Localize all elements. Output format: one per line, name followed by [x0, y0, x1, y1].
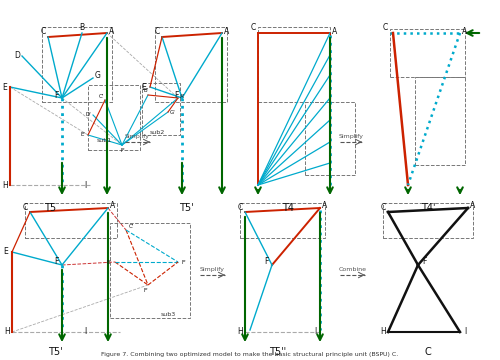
Text: Figure 7. Combining two optimized model to make the basic structural principle u: Figure 7. Combining two optimized model … [102, 352, 399, 357]
Text: I: I [464, 328, 466, 337]
Text: D': D' [85, 112, 91, 117]
Text: A: A [332, 27, 338, 36]
Text: E': E' [80, 132, 86, 138]
Text: A: A [322, 202, 328, 211]
Text: H: H [237, 328, 243, 337]
Text: C: C [238, 203, 242, 212]
Text: T5': T5' [48, 347, 62, 357]
Text: E': E' [106, 260, 112, 265]
Bar [383, 203, 473, 238]
Text: sub1: sub1 [96, 138, 112, 143]
Text: C: C [154, 27, 160, 36]
Text: sub3: sub3 [160, 311, 176, 316]
Bar [25, 203, 117, 238]
Text: C: C [250, 23, 256, 32]
Text: E: E [4, 248, 8, 256]
Text: T5': T5' [178, 203, 194, 213]
Text: H: H [2, 180, 8, 189]
Text: E: E [2, 82, 7, 91]
Text: F: F [264, 257, 268, 266]
Text: C': C' [98, 94, 103, 99]
Text: C: C [40, 27, 46, 36]
Bar [415, 77, 465, 165]
Bar [240, 203, 325, 238]
Text: Simplify: Simplify [338, 134, 363, 139]
Text: T4: T4 [282, 203, 294, 213]
Bar [42, 27, 112, 102]
Bar [142, 83, 180, 135]
Bar [110, 223, 190, 318]
Text: F': F' [182, 260, 186, 265]
Text: T5'': T5'' [270, 347, 286, 357]
Text: T5: T5 [44, 203, 56, 213]
Text: D: D [14, 51, 20, 60]
Text: I: I [314, 328, 316, 337]
Text: B': B' [144, 89, 148, 94]
Bar [305, 102, 355, 175]
Text: C': C' [128, 225, 134, 230]
Text: F': F' [120, 148, 126, 153]
Text: T4': T4' [421, 203, 435, 213]
Text: sub2: sub2 [150, 130, 164, 135]
Text: C: C [382, 23, 388, 32]
Bar [155, 27, 227, 102]
Text: A: A [224, 27, 230, 36]
Text: I: I [84, 328, 86, 337]
Text: Combine: Combine [338, 267, 366, 272]
Text: F: F [422, 257, 426, 266]
Text: G': G' [170, 109, 176, 114]
Text: G: G [95, 72, 101, 81]
Text: H: H [4, 328, 10, 337]
Text: A: A [110, 202, 116, 211]
Text: F: F [54, 257, 58, 266]
Text: F: F [174, 90, 178, 99]
Text: A: A [462, 27, 468, 36]
Text: A: A [470, 202, 476, 211]
Bar [390, 29, 465, 77]
Text: A': A' [180, 94, 186, 99]
Bar [88, 85, 140, 150]
Text: E: E [142, 82, 146, 91]
Text: A: A [110, 27, 114, 36]
Text: Simplify: Simplify [200, 267, 225, 272]
Text: F': F' [144, 288, 148, 292]
Text: C: C [380, 203, 386, 212]
Text: C: C [424, 347, 432, 357]
Text: Simplify: Simplify [125, 134, 150, 139]
Text: F: F [54, 90, 58, 99]
Text: B: B [80, 23, 84, 32]
Bar [258, 27, 330, 102]
Text: I: I [84, 180, 86, 189]
Text: H: H [380, 328, 386, 337]
Text: C: C [22, 203, 28, 212]
